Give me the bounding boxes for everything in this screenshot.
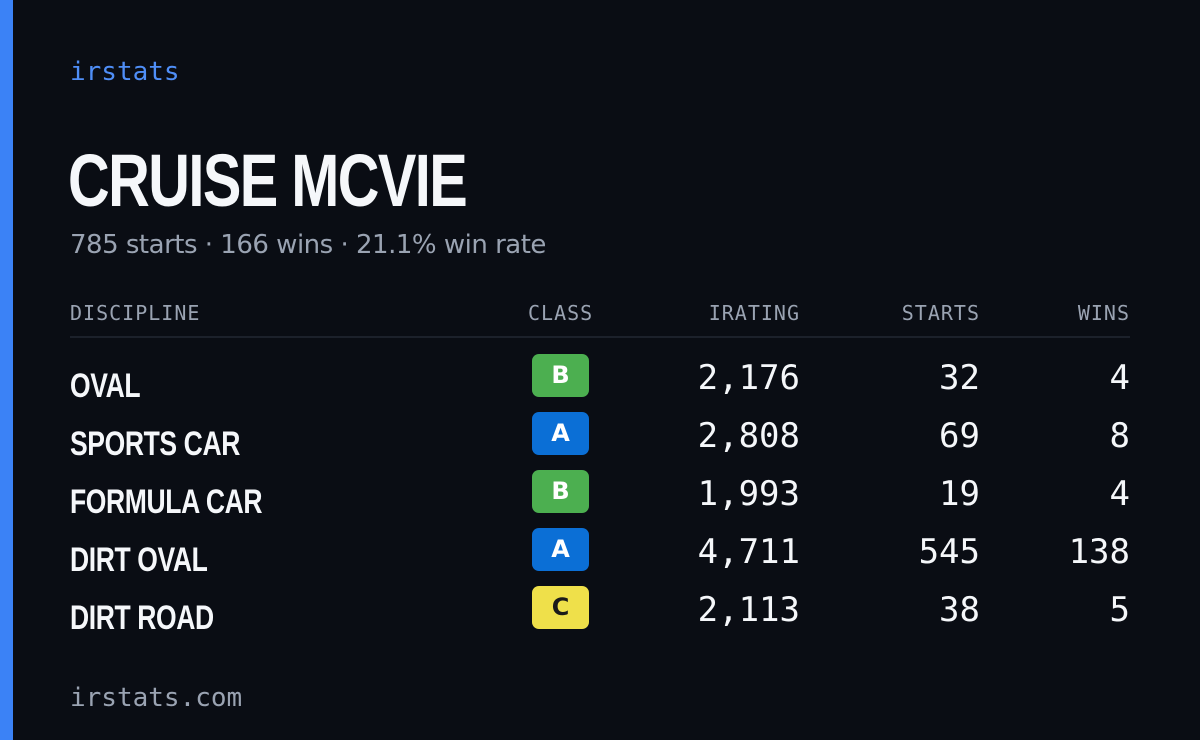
footer-url: irstats.com	[70, 683, 243, 713]
discipline-name: DIRT OVAL	[70, 541, 208, 579]
class-badge: B	[532, 470, 589, 513]
class-badge: C	[532, 586, 589, 629]
brand-logo-text: irstats	[70, 57, 180, 87]
accent-bar	[0, 0, 13, 740]
table-body: OVAL B 2,176 32 4 SPORTS CAR A 2,808 69 …	[70, 338, 1130, 644]
table-row: SPORTS CAR A 2,808 69 8	[70, 412, 1130, 470]
discipline-name: FORMULA CAR	[70, 483, 263, 521]
discipline-name: OVAL	[70, 367, 141, 405]
driver-name: CRUISE MCVIE	[68, 139, 468, 222]
irating-value: 1,993	[697, 474, 800, 514]
wins-value: 5	[1109, 590, 1130, 630]
discipline-name: SPORTS CAR	[70, 425, 240, 463]
irating-value: 2,113	[697, 590, 800, 630]
class-badge: B	[532, 354, 589, 397]
irating-value: 4,711	[697, 532, 800, 572]
driver-summary: 785 starts · 166 wins · 21.1% win rate	[70, 230, 546, 260]
discipline-name: DIRT ROAD	[70, 599, 214, 637]
stats-table: DISCIPLINE CLASS IRATING STARTS WINS OVA…	[70, 296, 1130, 644]
class-badge: A	[532, 412, 589, 455]
table-row: OVAL B 2,176 32 4	[70, 354, 1130, 412]
irating-value: 2,176	[697, 358, 800, 398]
table-row: DIRT OVAL A 4,711 545 138	[70, 528, 1130, 586]
table-row: FORMULA CAR B 1,993 19 4	[70, 470, 1130, 528]
starts-value: 19	[939, 474, 980, 514]
starts-value: 545	[918, 532, 980, 572]
starts-value: 69	[939, 416, 980, 456]
wins-value: 138	[1068, 532, 1130, 572]
wins-value: 4	[1109, 474, 1130, 514]
header-class: CLASS	[528, 301, 594, 325]
table-row: DIRT ROAD C 2,113 38 5	[70, 586, 1130, 644]
table-header: DISCIPLINE CLASS IRATING STARTS WINS	[70, 296, 1130, 338]
irating-value: 2,808	[697, 416, 800, 456]
header-starts: STARTS	[901, 301, 980, 325]
wins-value: 8	[1109, 416, 1130, 456]
header-irating: IRATING	[708, 301, 800, 325]
header-wins: WINS	[1077, 301, 1130, 325]
starts-value: 32	[939, 358, 980, 398]
wins-value: 4	[1109, 358, 1130, 398]
header-discipline: DISCIPLINE	[70, 301, 201, 325]
starts-value: 38	[939, 590, 980, 630]
class-badge: A	[532, 528, 589, 571]
